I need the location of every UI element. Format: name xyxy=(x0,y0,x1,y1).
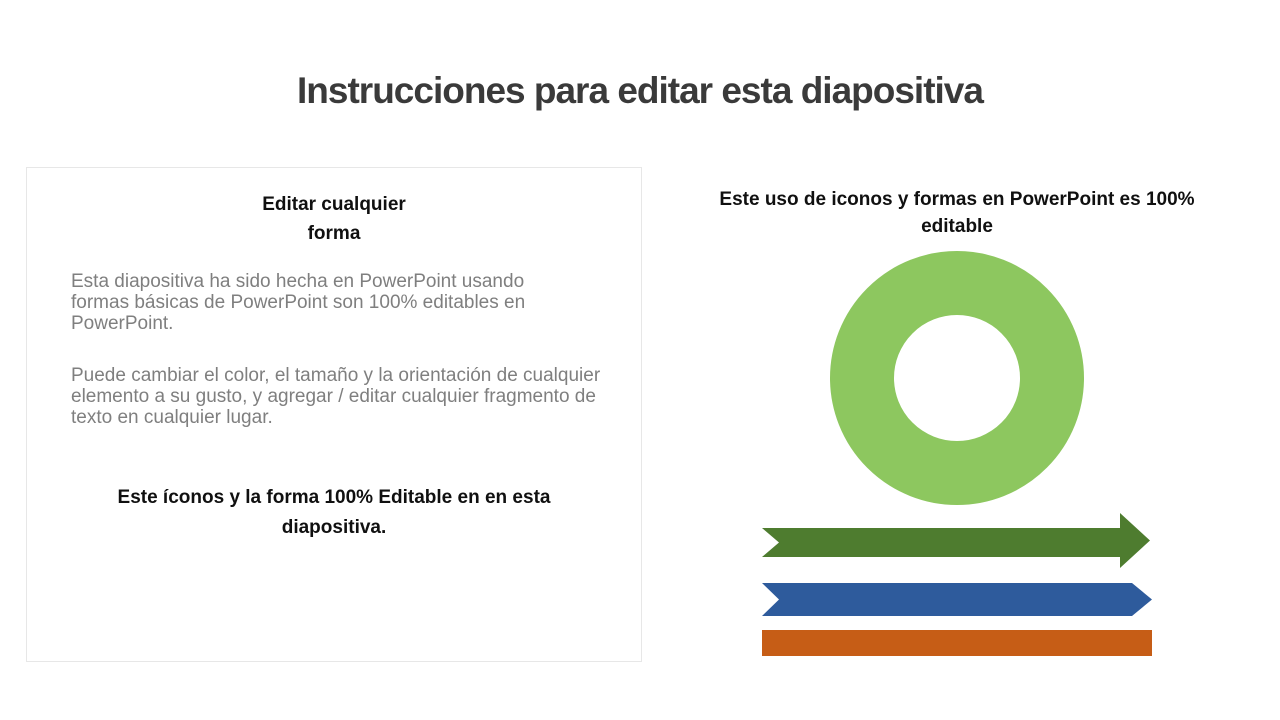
right-arrow-icon xyxy=(762,513,1150,568)
panel-heading-line: forma xyxy=(307,223,361,244)
text-line: PowerPoint. xyxy=(71,313,174,334)
text-line: elemento a su gusto, y agregar / editar … xyxy=(71,386,596,407)
donut-shape xyxy=(830,251,1084,505)
text-line: editable xyxy=(921,216,993,237)
pentagon-arrow-icon xyxy=(762,583,1152,616)
panel-heading-line: Editar cualquier xyxy=(262,194,406,215)
text-line: Esta diapositiva ha sido hecha en PowerP… xyxy=(71,271,525,292)
instruction-panel: Editar cualquier forma Esta diapositiva … xyxy=(26,167,642,662)
panel-heading: Editar cualquier forma xyxy=(27,190,641,248)
panel-footer-text: Este íconos y la forma 100% Editable en … xyxy=(27,483,641,543)
paragraph-1: Esta diapositiva ha sido hecha en PowerP… xyxy=(71,271,525,334)
text-line: Este uso de iconos y formas en PowerPoin… xyxy=(719,189,1195,210)
text-line: formas básicas de PowerPoint son 100% ed… xyxy=(71,292,526,313)
green-arrow-shape xyxy=(762,513,1150,568)
text-line: texto en cualquier lugar. xyxy=(71,407,273,428)
blue-arrow-shape xyxy=(762,583,1152,616)
donut-ring-icon xyxy=(830,251,1084,505)
text-line: Este íconos y la forma 100% Editable en … xyxy=(117,487,551,508)
rectangle-bar-icon xyxy=(762,630,1152,656)
slide-title: Instrucciones para editar esta diapositi… xyxy=(297,70,984,111)
text-line: diapositiva. xyxy=(281,517,387,538)
orange-bar-shape xyxy=(762,630,1152,656)
paragraph-2: Puede cambiar el color, el tamaño y la o… xyxy=(71,365,600,428)
text-line: Puede cambiar el color, el tamaño y la o… xyxy=(71,365,601,386)
right-heading: Este uso de iconos y formas en PowerPoin… xyxy=(700,186,1214,240)
